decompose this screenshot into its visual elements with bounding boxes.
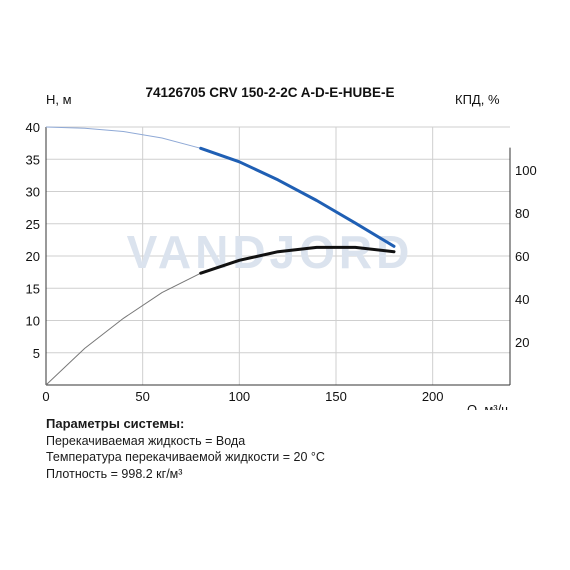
chart-title: 74126705 CRV 150-2-2C A-D-E-HUBE-E (145, 85, 394, 100)
params-title: Параметры системы: (46, 416, 185, 431)
y-left-tick-label: 25 (26, 217, 40, 232)
grid (46, 126, 510, 385)
x-tick-label: 150 (325, 389, 347, 404)
series-0-line-extrapolated (45, 126, 201, 149)
y-left-tick-label: 5 (33, 346, 40, 361)
y-left-tick-label: 35 (26, 152, 40, 167)
y-right-tick-label: 20 (515, 335, 529, 350)
series-1-line-extrapolated (45, 272, 201, 386)
watermark: VANDJORD (127, 226, 414, 278)
x-tick-label: 100 (228, 389, 250, 404)
axes (45, 127, 511, 386)
y-left-tick-label: 15 (26, 281, 40, 296)
tick-labels: 0 50 100 150 200 5 10 15 20 25 30 35 40 20 40 60 80 100 (26, 120, 537, 404)
x-tick-label: 0 (42, 389, 49, 404)
y-right-tick-label: 40 (515, 292, 529, 307)
y-right-tick-label: 100 (515, 163, 537, 178)
y-left-tick-label: 30 (26, 185, 40, 200)
series-1-line (199, 245, 396, 275)
pump-curve-chart: VANDJORD 0 50 100 150 200 5 10 15 20 25 30 35 40 20 40… (26, 85, 537, 410)
y-left-tick-label: 10 (26, 314, 40, 329)
y-left-label: H, м (46, 92, 72, 107)
y-left-tick-label: 20 (26, 249, 40, 264)
system-parameters: Параметры системы: Перекачиваемая жидкос… (46, 416, 325, 482)
param-density: Плотность = 998.2 кг/м³ (46, 466, 183, 481)
series-0-line (199, 146, 396, 248)
x-axis-label: Q, м³/ч (467, 402, 508, 410)
y-right-tick-label: 80 (515, 206, 529, 221)
y-left-tick-label: 40 (26, 120, 40, 135)
series-group (45, 126, 396, 386)
x-tick-label: 50 (135, 389, 149, 404)
x-tick-label: 200 (422, 389, 444, 404)
y-right-tick-label: 60 (515, 249, 529, 264)
y-right-label: КПД, % (455, 92, 500, 107)
param-temperature: Температура перекачиваемой жидкости = 20… (46, 450, 325, 464)
param-fluid: Перекачиваемая жидкость = Вода (46, 433, 246, 448)
